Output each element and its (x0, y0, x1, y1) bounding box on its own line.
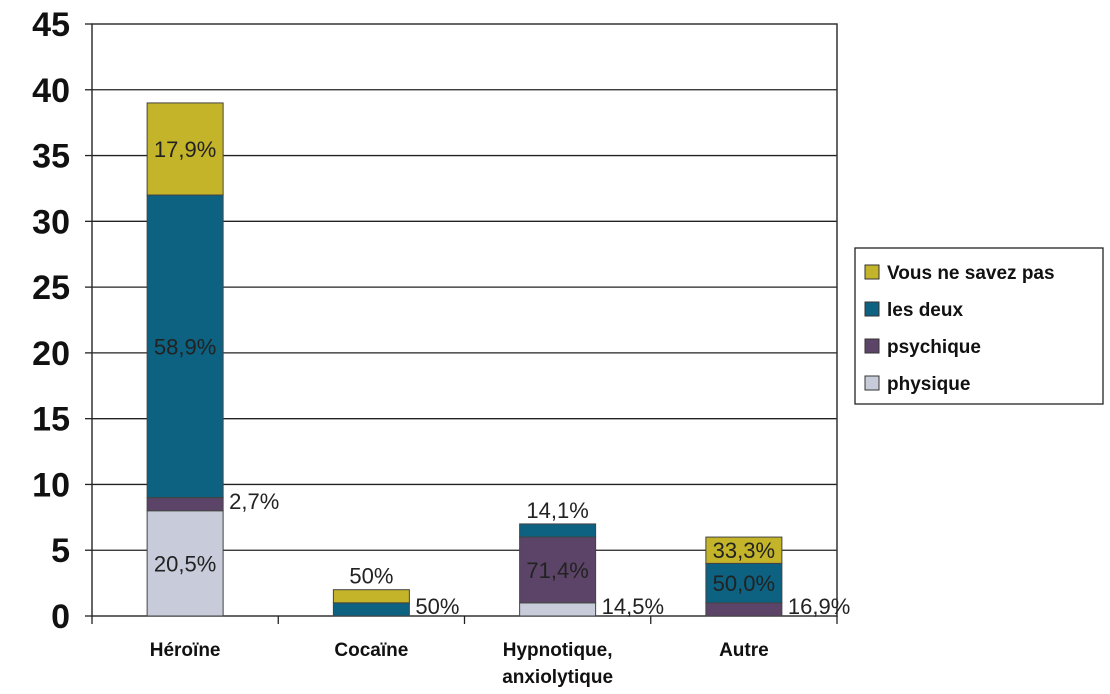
bar-segment-les-deux (519, 523, 597, 538)
bar-segment-les-deux (332, 602, 410, 617)
legend-swatch (864, 375, 880, 391)
data-label: 50% (415, 594, 459, 619)
x-tick-label: Cocaïne (334, 640, 408, 661)
bar-segment-vous-ne-savez-pas (332, 589, 410, 604)
bar-segment-physique (146, 510, 224, 617)
data-label: 16,9% (788, 594, 850, 619)
legend-swatch (864, 264, 880, 280)
bar-segment-psychique (705, 602, 783, 617)
y-tick-label: 20 (32, 335, 70, 373)
bar-segment-vous-ne-savez-pas (705, 536, 783, 564)
legend-label: psychique (887, 337, 981, 358)
legend: Vous ne savez pas les deux psychique physiq… (854, 247, 1104, 405)
data-label: 71,4% (526, 558, 588, 583)
data-label: 2,7% (229, 489, 279, 514)
y-axis: 0 5 10 15 20 25 30 35 40 45 (32, 6, 92, 636)
y-tick-label: 40 (32, 72, 70, 110)
x-tick-label: Héroïne (150, 640, 221, 661)
legend-label: les deux (887, 300, 963, 321)
data-label: 14,1% (526, 498, 588, 523)
data-labels: 17,9% 58,9% 2,7% 20,5% 50% 50% 14,1% 71,4% 14,5%… (154, 137, 850, 619)
y-tick-label: 10 (32, 466, 70, 504)
data-label: 33,3% (713, 538, 775, 563)
data-label: 20,5% (154, 551, 216, 576)
data-label: 50,0% (713, 571, 775, 596)
legend-swatch (864, 301, 880, 317)
data-label: 14,5% (602, 594, 664, 619)
x-axis: Héroïne Cocaïne Hypnotique, anxiolytique Aut… (91, 616, 838, 688)
bar-segment-les-deux (705, 562, 783, 604)
bars (146, 102, 783, 617)
y-tick-label: 5 (51, 532, 70, 570)
y-tick-label: 15 (32, 401, 70, 439)
bar-segment-vous-ne-savez-pas (146, 102, 224, 196)
x-tick-label: Hypnotique, (503, 640, 613, 661)
y-tick-label: 25 (32, 269, 70, 307)
legend-box (854, 247, 1104, 405)
legend-swatch (864, 338, 880, 354)
bar-segment-les-deux (146, 194, 224, 499)
bar-segment-physique (519, 602, 597, 617)
x-tick-label: anxiolytique (502, 667, 613, 688)
y-tick-label: 30 (32, 203, 70, 241)
y-tick-label: 0 (51, 598, 70, 636)
data-label: 50% (349, 564, 393, 589)
x-tick-label: Autre (719, 640, 769, 661)
data-label: 58,9% (154, 334, 216, 359)
data-label: 17,9% (154, 137, 216, 162)
y-tick-label: 45 (32, 6, 70, 44)
bar-segment-psychique (519, 536, 597, 604)
bar-segment-psychique (146, 497, 224, 512)
y-tick-label: 35 (32, 138, 70, 176)
legend-label: physique (887, 374, 970, 395)
legend-label: Vous ne savez pas (887, 263, 1055, 284)
